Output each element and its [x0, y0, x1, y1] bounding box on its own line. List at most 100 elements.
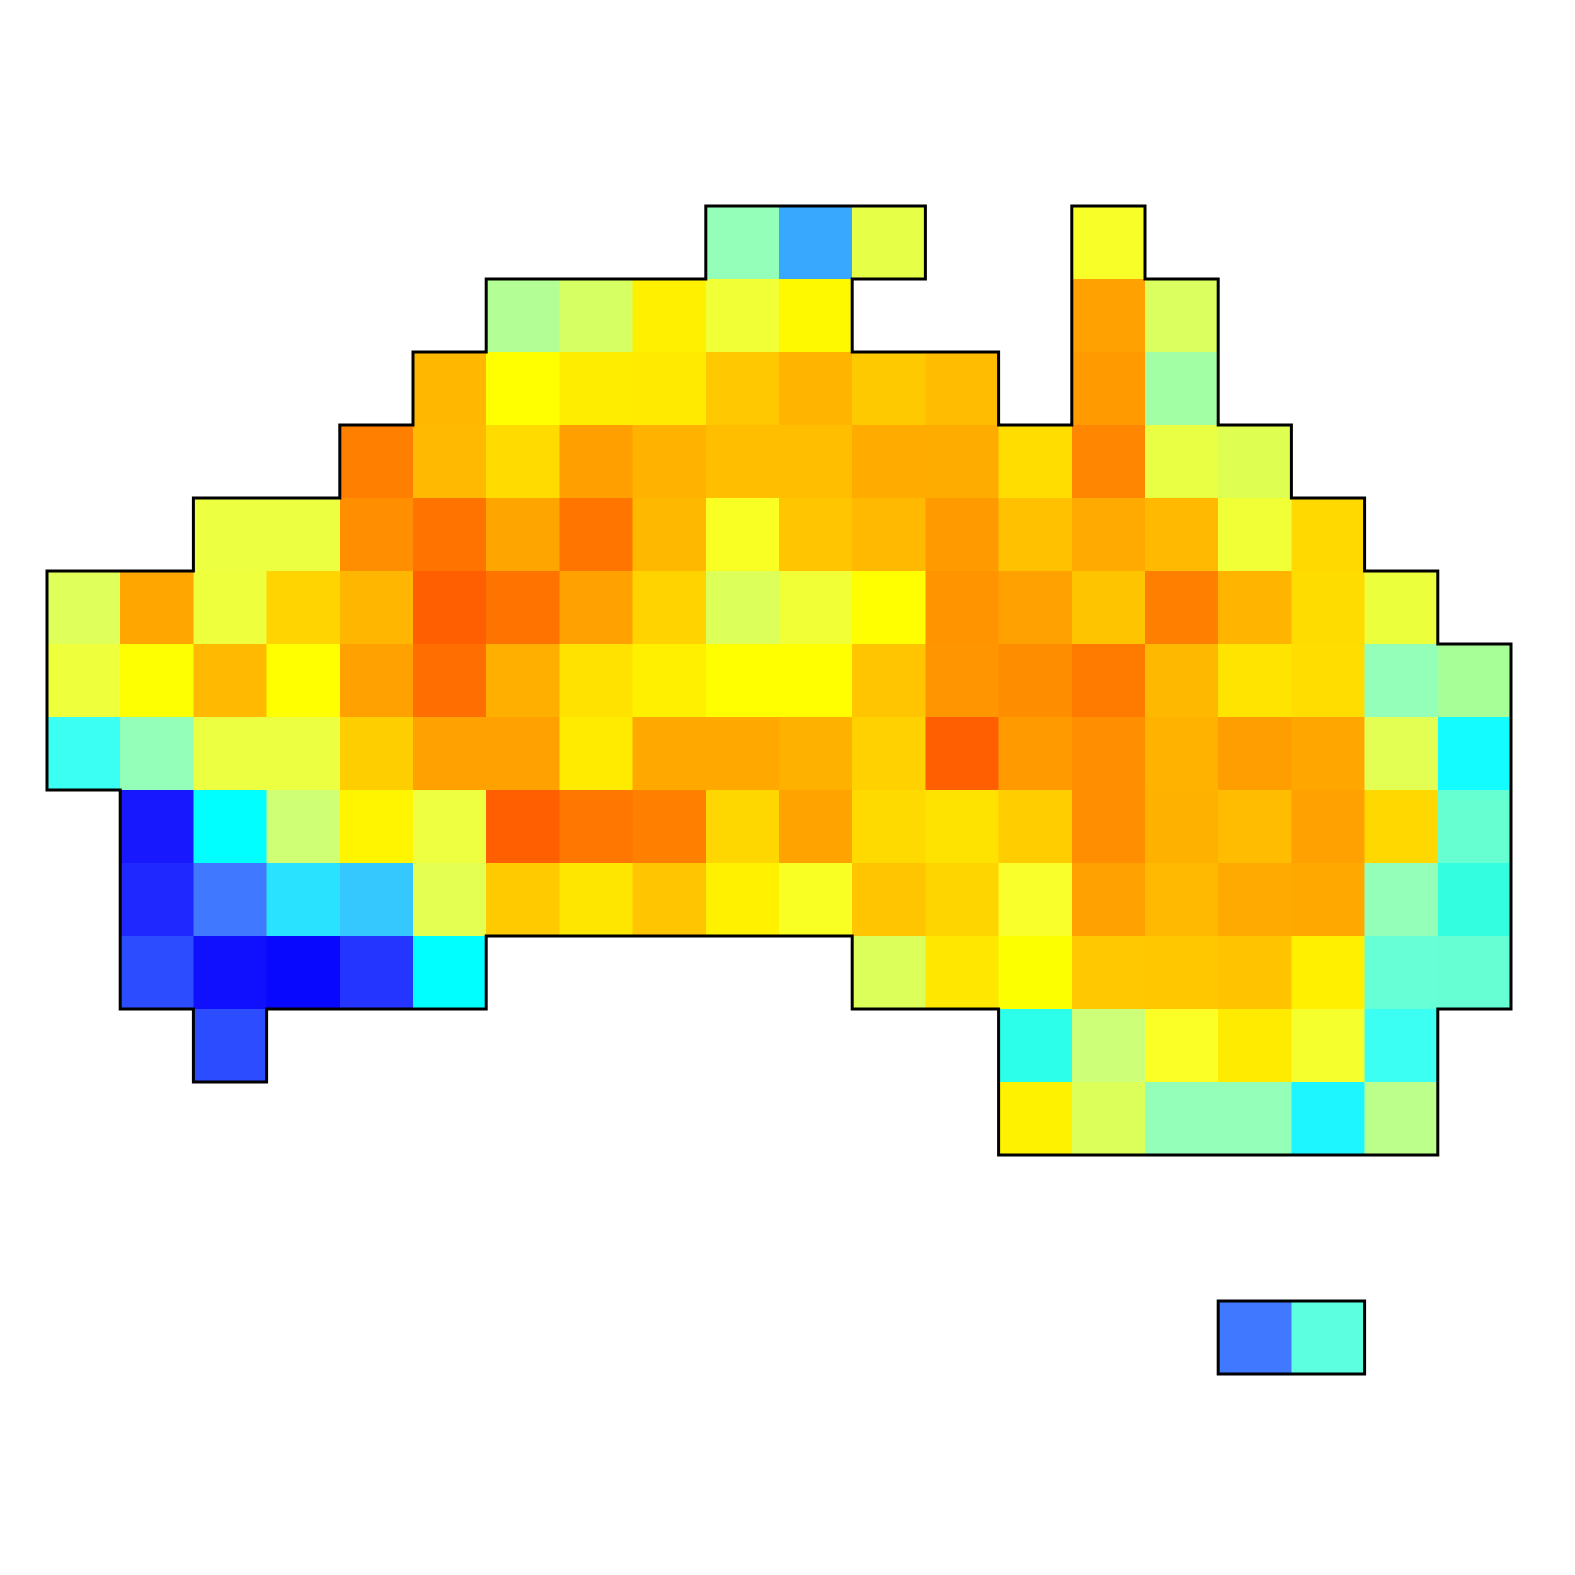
grid-cell: [1218, 571, 1292, 645]
grid-cell: [193, 717, 267, 791]
grid-cell: [779, 498, 853, 572]
grid-cell: [999, 863, 1073, 937]
grid-cell: [193, 644, 267, 718]
grid-cell: [1291, 717, 1365, 791]
grid-cell: [1438, 644, 1512, 718]
grid-cell: [1072, 571, 1146, 645]
grid-cell: [1438, 717, 1512, 791]
grid-cell: [413, 717, 487, 791]
grid-cell: [925, 717, 999, 791]
grid-cell: [1365, 571, 1439, 645]
grid-cell: [340, 717, 414, 791]
grid-cell: [1145, 425, 1219, 499]
grid-cell: [852, 206, 926, 280]
grid-cell: [413, 425, 487, 499]
grid-cell: [1365, 1082, 1439, 1156]
grid-cell: [1218, 1082, 1292, 1156]
grid-cell: [1145, 790, 1219, 864]
grid-cell: [413, 498, 487, 572]
grid-cell: [852, 717, 926, 791]
grid-cell: [1438, 863, 1512, 937]
grid-cell: [120, 863, 194, 937]
grid-cell: [267, 644, 341, 718]
grid-cell: [559, 644, 633, 718]
grid-cell: [1291, 863, 1365, 937]
grid-cell: [925, 936, 999, 1010]
grid-cell: [706, 644, 780, 718]
grid-cell: [413, 790, 487, 864]
grid-cell: [779, 425, 853, 499]
grid-cell: [633, 352, 707, 426]
grid-cell: [925, 498, 999, 572]
grid-cell: [779, 279, 853, 353]
grid-cell: [1218, 498, 1292, 572]
grid-cell: [1291, 936, 1365, 1010]
grid-cell: [486, 790, 560, 864]
grid-cell: [1291, 644, 1365, 718]
grid-cell: [779, 571, 853, 645]
grid-cell: [1145, 352, 1219, 426]
grid-cell: [559, 498, 633, 572]
grid-cell: [706, 717, 780, 791]
grid-cell: [340, 571, 414, 645]
grid-cell: [1218, 1301, 1292, 1375]
grid-cell: [999, 1009, 1073, 1083]
grid-cell: [47, 571, 121, 645]
grid-cell: [1365, 644, 1439, 718]
grid-cell: [267, 863, 341, 937]
grid-cell: [486, 717, 560, 791]
grid-cell: [486, 644, 560, 718]
grid-cell: [1072, 425, 1146, 499]
grid-cell: [413, 936, 487, 1010]
grid-cell: [1145, 717, 1219, 791]
grid-cell: [852, 498, 926, 572]
grid-cell: [1365, 717, 1439, 791]
grid-cell: [706, 571, 780, 645]
grid-cell: [267, 571, 341, 645]
grid-cell: [999, 498, 1073, 572]
grid-cell: [559, 425, 633, 499]
grid-cell: [1072, 1009, 1146, 1083]
grid-cell: [1072, 352, 1146, 426]
grid-cell: [267, 790, 341, 864]
grid-cell: [120, 571, 194, 645]
grid-cell: [559, 717, 633, 791]
grid-cell: [1438, 936, 1512, 1010]
grid-cell: [267, 717, 341, 791]
grid-cell: [1291, 1301, 1365, 1375]
grid-cell: [633, 790, 707, 864]
grid-cell: [1291, 1082, 1365, 1156]
grid-cell: [1145, 863, 1219, 937]
grid-cell: [1072, 936, 1146, 1010]
grid-cell: [925, 571, 999, 645]
grid-cell: [340, 644, 414, 718]
grid-cell: [1365, 863, 1439, 937]
grid-cell: [925, 790, 999, 864]
grid-cell: [1218, 790, 1292, 864]
grid-cell: [633, 644, 707, 718]
grid-cell: [120, 790, 194, 864]
grid-cell: [999, 644, 1073, 718]
grid-cell: [193, 936, 267, 1010]
grid-cell: [999, 1082, 1073, 1156]
grid-cell: [1218, 863, 1292, 937]
grid-cell: [925, 863, 999, 937]
grid-cell: [413, 352, 487, 426]
grid-cell: [999, 717, 1073, 791]
grid-cell: [1072, 206, 1146, 280]
grid-cell: [852, 863, 926, 937]
grid-cell: [1072, 717, 1146, 791]
grid-cell: [47, 644, 121, 718]
grid-cell: [1145, 1009, 1219, 1083]
grid-cell: [1438, 790, 1512, 864]
grid-cell: [852, 644, 926, 718]
grid-cell: [706, 206, 780, 280]
grid-cell: [559, 352, 633, 426]
grid-cell: [1218, 425, 1292, 499]
grid-cell: [925, 425, 999, 499]
grid-cell: [852, 352, 926, 426]
grid-cell: [120, 717, 194, 791]
grid-cell: [413, 571, 487, 645]
